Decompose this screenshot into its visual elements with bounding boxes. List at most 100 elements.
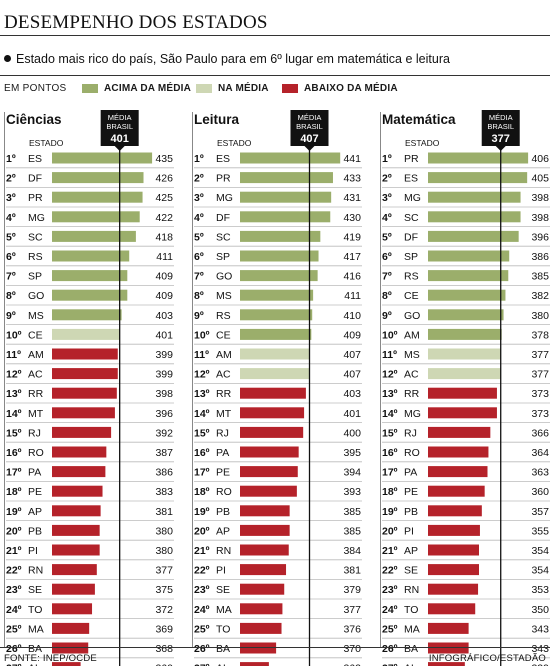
rank-label: 22º	[194, 565, 210, 577]
value-label: 357	[531, 506, 549, 518]
bar-mg	[240, 191, 332, 203]
legend-label-below: ABAIXO DA MÉDIA	[304, 83, 398, 94]
state-label: CE	[28, 329, 43, 341]
value-label: 399	[155, 349, 173, 361]
state-label: ES	[28, 153, 42, 165]
rank-label: 3º	[6, 192, 16, 204]
value-label: 426	[155, 173, 173, 185]
bar-rj	[52, 426, 112, 438]
bar-ap	[428, 544, 479, 556]
bar-ba	[240, 642, 277, 654]
value-label: 381	[155, 506, 173, 518]
bar-go	[52, 289, 128, 301]
rank-label: 20º	[382, 525, 398, 537]
state-label: SC	[28, 231, 43, 243]
bar-pe	[52, 485, 103, 497]
bar-ba	[428, 642, 469, 654]
bar-ac	[240, 368, 310, 380]
value-label: 403	[343, 388, 361, 400]
value-label: 401	[155, 329, 173, 341]
state-label: RR	[28, 388, 44, 400]
state-label: AP	[404, 545, 418, 557]
state-label: SC	[216, 231, 231, 243]
rank-label: 2º	[6, 173, 16, 185]
state-label: MS	[216, 290, 232, 302]
value-label: 373	[531, 408, 549, 420]
state-label: PI	[216, 565, 226, 577]
value-label: 354	[531, 565, 549, 577]
rank-label: 19º	[194, 506, 210, 518]
bar-ro	[240, 485, 297, 497]
chart-title: DESEMPENHO DOS ESTADOS	[4, 12, 268, 33]
state-label: MG	[216, 192, 233, 204]
legend-label-at: NA MÉDIA	[218, 83, 269, 94]
value-label: 381	[343, 565, 361, 577]
rank-label: 16º	[6, 447, 22, 459]
state-label: AC	[216, 369, 231, 381]
value-label: 441	[343, 153, 361, 165]
value-label: 355	[531, 525, 549, 537]
rank-label: 13º	[194, 388, 210, 400]
bar-rj	[428, 426, 491, 438]
rank-label: 25º	[194, 623, 210, 635]
bar-df	[240, 211, 331, 223]
state-label: RR	[404, 388, 420, 400]
state-label: PB	[404, 506, 418, 518]
state-label: AP	[216, 525, 230, 537]
bar-rn	[52, 564, 97, 576]
bar-al	[240, 662, 269, 666]
rank-label: 27º	[382, 663, 398, 666]
rank-label: 21º	[6, 545, 22, 557]
rank-label: 13º	[6, 388, 22, 400]
value-label: 375	[155, 584, 173, 596]
bar-pr	[52, 191, 143, 203]
bar-to	[52, 603, 93, 615]
reference-label-line: MÉDIA	[108, 113, 132, 122]
rank-label: 10º	[382, 329, 398, 341]
state-label: PE	[216, 467, 230, 479]
rank-label: 23º	[6, 584, 22, 596]
bar-go	[428, 309, 504, 321]
state-label: BA	[216, 643, 230, 655]
state-label: RS	[216, 310, 231, 322]
value-label: 360	[531, 486, 549, 498]
state-label: MA	[404, 623, 420, 635]
bar-pi	[240, 564, 287, 576]
value-label: 411	[344, 290, 361, 302]
bar-al	[52, 662, 81, 666]
value-label: 386	[531, 251, 549, 263]
rank-label: 4º	[6, 212, 16, 224]
rank-label: 2º	[194, 173, 204, 185]
state-label: MS	[28, 310, 44, 322]
state-label: DF	[28, 173, 42, 185]
state-label: ES	[216, 153, 230, 165]
value-label: 369	[155, 623, 173, 635]
state-label: AC	[404, 369, 419, 381]
legend-swatch-above	[82, 84, 98, 93]
rank-label: 5º	[194, 231, 204, 243]
value-label: 339	[531, 663, 549, 666]
state-label: MA	[216, 604, 232, 616]
state-label: RN	[404, 584, 419, 596]
chart-leitura: Leitura ESTADO 1º ES 441 2º PR 433 3º MG 431 4º DF 43…	[192, 110, 362, 666]
bar-to	[240, 622, 282, 634]
reference-label-box	[481, 110, 520, 146]
rank-label: 16º	[382, 447, 398, 459]
bar-ce	[240, 328, 312, 340]
state-label: AP	[28, 506, 42, 518]
bar-se	[428, 564, 479, 576]
bar-sc	[52, 230, 136, 242]
state-label: RS	[28, 251, 43, 263]
rank-label: 8º	[382, 290, 392, 302]
reference-label-line: MÉDIA	[298, 113, 322, 122]
panel-title: Matemática	[382, 112, 456, 127]
value-label: 370	[343, 643, 361, 655]
rank-label: 21º	[194, 545, 210, 557]
bar-ap	[52, 505, 101, 517]
bar-sp	[240, 250, 319, 262]
legend-units: EM PONTOS	[4, 83, 67, 94]
value-label: 410	[343, 310, 361, 322]
value-label: 377	[531, 369, 549, 381]
state-label: GO	[216, 271, 232, 283]
state-label: DF	[404, 231, 418, 243]
